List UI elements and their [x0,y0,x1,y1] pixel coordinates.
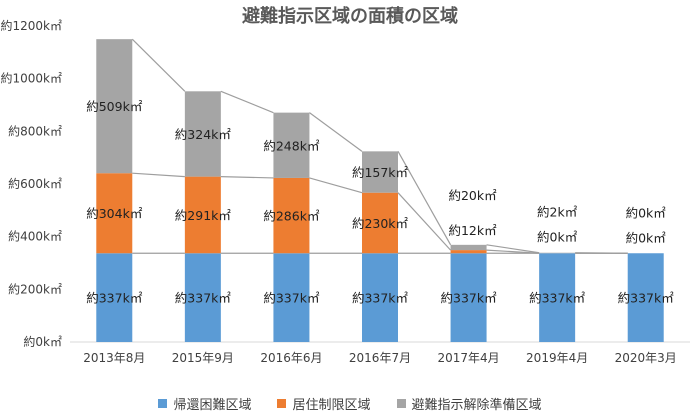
data-label: 約0k㎡ [626,205,667,220]
data-label: 約157k㎡ [352,165,409,180]
series-line [397,192,452,251]
x-tick-label: 2017年4月 [437,351,499,365]
bar-segment [450,244,487,251]
data-label: 約12k㎡ [448,223,497,238]
y-tick-label: 約1000k㎡ [1,71,63,86]
legend-label: 避難指示解除準備区域 [411,398,542,413]
data-label: 約324k㎡ [175,127,232,142]
data-label: 約509k㎡ [86,99,143,114]
y-tick-label: 約1200k㎡ [1,18,63,33]
x-tick-label: 2015年9月 [172,351,234,365]
bar-segment [96,253,133,342]
bar-segment [362,253,398,342]
bar-segment [362,192,398,254]
bar-segment [96,173,133,254]
y-tick-label: 約600k㎡ [8,176,62,191]
data-label: 約248k㎡ [263,138,320,153]
legend-item: 居住制限区域 [277,394,371,413]
x-tick-label: 2019年4月 [526,351,588,365]
data-label: 約0k㎡ [626,230,667,245]
bar-segment [539,252,576,254]
y-tick-label: 約800k㎡ [8,123,62,138]
bar-segment [184,91,221,177]
series-line [220,176,274,179]
legend: 帰還困難区域 居住制限区域 避難指示解除準備区域 [0,394,700,413]
x-tick-label: 2020年3月 [615,351,677,365]
series-line [309,112,363,152]
data-label: 約337k㎡ [618,291,675,306]
bar-segment [273,253,310,342]
bar-segment [450,253,487,342]
data-label: 約291k㎡ [175,208,232,223]
series-line [220,90,274,114]
bar-segment [96,39,133,174]
data-label: 約337k㎡ [86,291,143,306]
x-tick-label: 2016年7月 [349,351,411,365]
legend-swatch [396,399,406,408]
bar-segment [627,253,664,342]
bar-segment [273,177,310,254]
x-tick-label: 2016年6月 [260,351,322,365]
series-line [575,252,628,254]
series-line [309,177,363,194]
y-tick-label: 約400k㎡ [8,229,62,244]
data-label: 約286k㎡ [263,209,320,224]
y-tick-label: 約0k㎡ [23,334,62,349]
series-line [397,151,452,246]
legend-label: 帰還困難区域 [173,398,252,413]
legend-swatch [277,399,287,408]
chart-title: 避難指示区域の面積の区域 [242,6,458,27]
data-label: 約2k㎡ [537,205,578,220]
data-label: 約337k㎡ [352,291,409,306]
y-tick-label: 約200k㎡ [8,281,62,296]
bar-segment [450,250,487,254]
bar-segment [362,151,398,193]
bar-segment [273,112,310,178]
legend-swatch [158,399,168,408]
bar-segment [539,253,576,342]
data-label: 約337k㎡ [175,291,232,306]
legend-item: 帰還困難区域 [158,394,251,413]
data-label: 約230k㎡ [352,216,409,231]
bar-segment [184,253,221,342]
chart-plot: 約0k㎡約200k㎡約400k㎡約600k㎡約800k㎡約1000k㎡約1200… [1,18,690,365]
data-label: 約20k㎡ [448,188,497,203]
data-label: 約337k㎡ [263,291,320,306]
data-label: 約337k㎡ [441,291,498,306]
bar-segment [184,176,221,254]
data-label: 約0k㎡ [537,230,578,245]
series-line [131,38,186,92]
data-label: 約337k㎡ [529,291,586,306]
series-line [132,172,185,178]
legend-label: 居住制限区域 [292,398,371,413]
series-line [486,249,540,254]
x-tick-label: 2013年8月 [83,351,145,365]
series-line [486,244,540,254]
legend-item: 避難指示解除準備区域 [396,394,542,413]
data-label: 約304k㎡ [86,206,143,221]
